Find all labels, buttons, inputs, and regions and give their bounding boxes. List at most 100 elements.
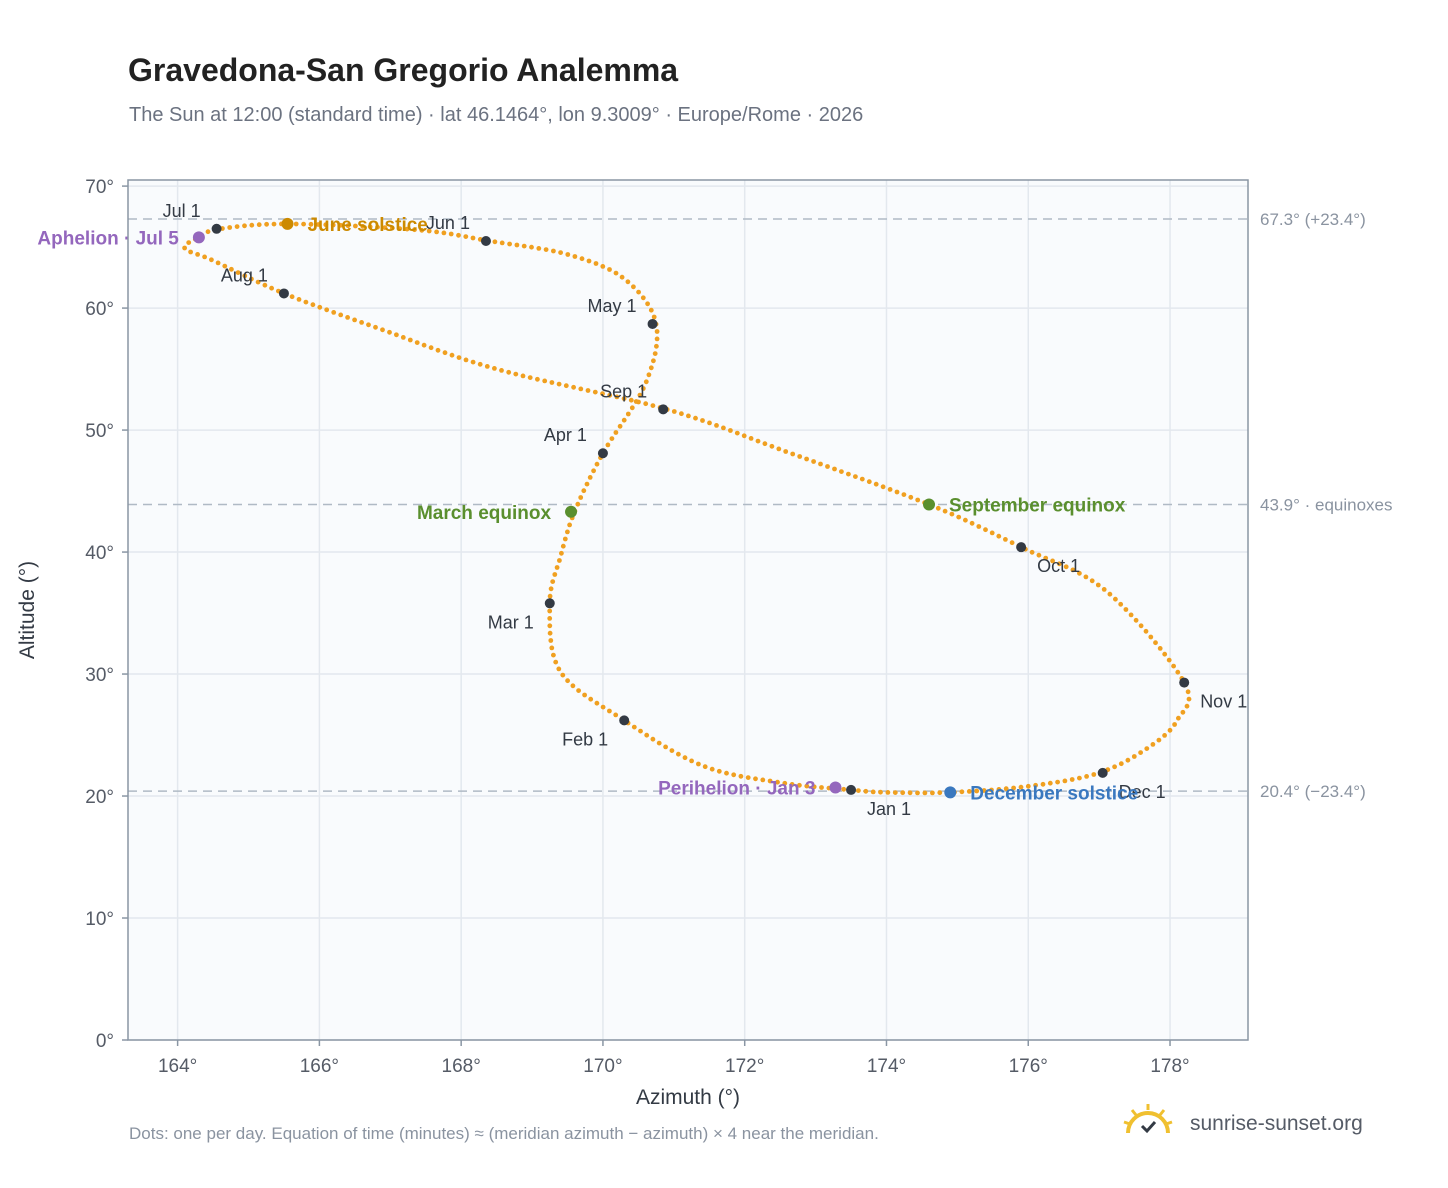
daily-dot [582, 692, 587, 698]
daily-dot [419, 227, 425, 233]
daily-dot [676, 751, 681, 757]
daily-dot [1123, 607, 1129, 612]
daily-dot [1138, 750, 1143, 755]
daily-dot [1167, 727, 1173, 733]
daily-dot [614, 394, 620, 400]
page-title: Gravedona-San Gregorio Analemma [128, 52, 679, 88]
daily-dot [1062, 778, 1068, 784]
daily-dot [818, 461, 823, 467]
daily-dot [652, 351, 658, 356]
daily-dot [1095, 582, 1101, 588]
daily-dot [188, 249, 194, 255]
daily-dot [412, 227, 417, 233]
daily-dot [375, 224, 380, 230]
daily-dot [551, 652, 556, 658]
daily-dot [594, 700, 600, 706]
x-tick-label: 174° [867, 1056, 906, 1077]
daily-dot [1057, 561, 1062, 567]
daily-dot [543, 247, 549, 253]
daily-dot [797, 782, 802, 788]
daily-dot [702, 764, 708, 770]
daily-dot [636, 399, 641, 405]
daily-dot [600, 704, 606, 710]
daily-dot [397, 226, 403, 232]
daily-dot [669, 748, 675, 753]
daily-dot [1063, 564, 1069, 570]
daily-dot [310, 302, 316, 308]
daily-dot [738, 773, 744, 779]
daily-dot [182, 245, 188, 251]
daily-dot [550, 579, 556, 584]
daily-dot [317, 304, 323, 310]
month-marker-label: Jul 1 [163, 201, 201, 221]
daily-dot [628, 397, 634, 403]
daily-dot [745, 775, 751, 780]
daily-dot [613, 430, 619, 435]
month-marker [1097, 767, 1108, 778]
daily-dot [271, 221, 277, 227]
daily-dot [734, 430, 740, 436]
reference-lines: 67.3° (+23.4°) 43.9° · equinoxes 20.4° (−2… [128, 210, 1393, 801]
daily-dot [783, 449, 789, 454]
daily-dot [804, 783, 810, 789]
month-marker-label: Aug 1 [221, 265, 268, 285]
daily-dot [1070, 567, 1076, 573]
daily-dot [762, 441, 768, 447]
daily-dot [631, 724, 637, 730]
daily-dot [380, 327, 385, 333]
daily-dot [915, 790, 920, 796]
daily-dot [301, 221, 306, 227]
daily-dot [448, 231, 454, 237]
brand[interactable]: sunrise-sunset.org [1120, 1100, 1390, 1150]
daily-dot [572, 254, 578, 259]
daily-dot [1118, 601, 1124, 607]
daily-dot [1011, 785, 1016, 791]
y-axis-label: Altitude (°) [16, 561, 39, 659]
daily-dot [870, 789, 876, 795]
daily-dot [426, 228, 432, 234]
daily-dot [296, 297, 302, 302]
daily-dot [621, 396, 627, 401]
daily-dot [748, 436, 754, 441]
daily-dot [562, 536, 568, 542]
event-marker [923, 498, 936, 511]
daily-dot [428, 345, 434, 351]
daily-dot [825, 464, 830, 469]
daily-dot [367, 224, 373, 230]
daily-dot [1084, 774, 1089, 779]
daily-dot [1055, 779, 1060, 785]
month-marker [1179, 677, 1190, 688]
daily-dot [547, 630, 553, 636]
daily-dot [901, 492, 907, 497]
daily-dot [529, 244, 534, 250]
month-marker-label: Mar 1 [488, 612, 534, 632]
daily-dot [989, 530, 995, 536]
daily-dot [1118, 761, 1124, 767]
daily-dot [619, 274, 625, 280]
month-markers: Jan 1 Feb 1 Mar 1 Apr 1 May 1 Jun 1 Jul 1 Aug 1… [163, 201, 1248, 819]
daily-dot [470, 359, 476, 365]
month-marker [544, 598, 555, 609]
daily-dot [558, 250, 563, 256]
daily-dot [981, 788, 987, 793]
daily-dot [959, 789, 965, 795]
month-marker-label: Apr 1 [544, 425, 587, 445]
month-marker [597, 448, 608, 459]
daily-dot [235, 270, 241, 275]
x-tick-label: 164° [158, 1056, 197, 1077]
daily-dot [547, 623, 553, 629]
daily-dot [956, 514, 962, 520]
daily-dot [1185, 689, 1191, 695]
daily-dot [1153, 640, 1158, 646]
daily-dot [330, 222, 336, 228]
month-marker [211, 223, 222, 234]
daily-dot [202, 254, 208, 260]
month-marker-label: Feb 1 [562, 729, 608, 749]
daily-dot [651, 358, 656, 364]
daily-dot [579, 256, 585, 262]
daily-dot [832, 466, 837, 472]
reference-line-label: 20.4° (−23.4°) [1260, 782, 1366, 801]
daily-dot [966, 789, 972, 794]
daily-dot [819, 785, 824, 790]
